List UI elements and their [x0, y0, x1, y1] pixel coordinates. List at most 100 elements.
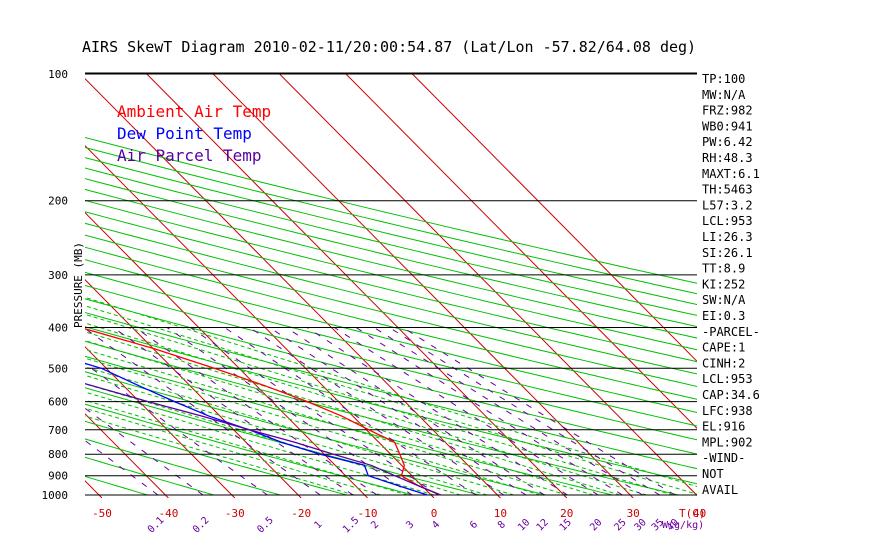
- w-unit-label: W(g/kg): [662, 520, 704, 531]
- dry-adiabat-line: [85, 222, 697, 375]
- isotherm-line: [145, 73, 568, 498]
- side-stat-label: LI:26.3: [702, 230, 753, 244]
- side-stat-label: CINH:2: [702, 356, 745, 370]
- mixing-ratio-tick-label: 1: [312, 519, 324, 531]
- side-stat-label: NOT: [702, 467, 724, 481]
- side-stat-label: EI:0.3: [702, 309, 745, 323]
- pressure-tick-label: 800: [48, 448, 68, 461]
- moist-adiabat-line: [85, 331, 621, 496]
- dry-adiabat-line: [85, 298, 697, 455]
- side-stat-label: KI:252: [702, 277, 745, 291]
- side-stat-label: FRZ:982: [702, 104, 753, 118]
- dry-adiabat-line: [85, 371, 547, 496]
- t-unit-label: T(C): [679, 507, 706, 520]
- side-stat-label: TT:8.9: [702, 262, 745, 276]
- mixing-ratio-tick-label: 3: [404, 519, 416, 531]
- pressure-tick-label: 400: [48, 321, 68, 334]
- chart-title: AIRS SkewT Diagram 2010-02-11/20:00:54.8…: [82, 38, 696, 56]
- bottom-temp-tick-label: 10: [494, 507, 507, 520]
- pressure-tick-label: 1000: [42, 489, 69, 502]
- mixing-ratio-tick-label: 2: [369, 519, 381, 531]
- side-stat-label: MPL:902: [702, 435, 753, 449]
- moist-adiabat-line: [85, 305, 697, 495]
- side-stat-label: AVAIL: [702, 483, 738, 497]
- isotherm-line: [85, 77, 501, 498]
- dry-adiabat-line: [85, 157, 697, 306]
- side-stat-label: -PARCEL-: [702, 325, 760, 339]
- dry-adiabat-line: [85, 340, 679, 496]
- dry-adiabat-line: [0, 74, 15, 495]
- moist-adiabat-line: [85, 407, 382, 496]
- dry-adiabat-line: [85, 259, 697, 413]
- legend: Ambient Air Temp Dew Point Temp Air Parcel…: [117, 102, 271, 165]
- moist-adiabat-line: [85, 399, 408, 496]
- dry-adiabat-line: [85, 355, 613, 496]
- y-axis-label: PRESSURE (MB): [72, 242, 85, 328]
- mixing-ratio-line: [85, 407, 204, 496]
- dry-adiabat-line: [85, 387, 480, 496]
- side-stat-label: LCL:953: [702, 214, 753, 228]
- isotherm-line: [344, 73, 697, 430]
- pressure-tick-label: 300: [48, 269, 68, 282]
- dry-adiabat-line: [85, 211, 697, 363]
- profile-line-air-parcel-temp: [85, 383, 441, 496]
- mixing-ratio-tick-label: 12: [535, 517, 551, 533]
- pressure-tick-label: 200: [48, 195, 68, 208]
- mixing-ratio-tick-label: 8: [496, 519, 508, 531]
- legend-entry: Ambient Air Temp: [117, 102, 271, 121]
- dry-adiabat-line: [85, 326, 697, 485]
- moist-adiabat-line: [85, 391, 435, 496]
- side-stat-label: WB0:941: [702, 119, 753, 133]
- mixing-ratio-tick-label: 20: [588, 517, 604, 533]
- side-stat-label: MAXT:6.1: [702, 167, 760, 181]
- side-stat-label: EL:916: [702, 420, 745, 434]
- side-stat-label: RH:48.3: [702, 151, 753, 165]
- dry-adiabat-line: [85, 178, 697, 328]
- dry-adiabat-line: [85, 234, 697, 387]
- bottom-temp-tick-label: 30: [627, 507, 640, 520]
- pressure-tick-label: 600: [48, 396, 68, 409]
- moist-adiabat-line: [85, 366, 514, 496]
- dry-adiabat-line: [85, 284, 697, 441]
- legend-entry: Air Parcel Temp: [117, 146, 262, 165]
- side-stat-label: SI:26.1: [702, 246, 753, 260]
- mixing-ratio-tick-label: 10: [516, 517, 532, 533]
- profile-line-dew-point-temp: [85, 362, 428, 496]
- mixing-ratio-tick-label: 0.5: [255, 515, 276, 536]
- side-stat-label: LFC:938: [702, 404, 753, 418]
- dry-adiabat-line: [85, 456, 215, 496]
- mixing-ratio-tick-label: 6: [468, 519, 480, 531]
- isotherm-line: [411, 73, 697, 363]
- profile-line-ambient-air-temp: [85, 328, 441, 496]
- bottom-temp-tick-label: -20: [291, 507, 311, 520]
- side-stat-label: -WIND-: [702, 451, 745, 465]
- dry-adiabat-line: [85, 438, 281, 496]
- isotherm-line: [278, 73, 697, 497]
- pressure-tick-label: 700: [48, 424, 68, 437]
- dry-adiabat-line: [85, 167, 697, 316]
- moist-adiabat-line: [85, 383, 461, 496]
- moist-adiabat-line: [85, 340, 594, 496]
- side-stat-label: CAPE:1: [702, 341, 745, 355]
- bottom-temp-tick-label: 40: [693, 507, 706, 520]
- mixing-ratio-tick-label: 4: [430, 519, 442, 531]
- dry-adiabat-line: [85, 420, 347, 496]
- moist-adiabat-line: [85, 313, 674, 496]
- bottom-temp-tick-label: -50: [92, 507, 112, 520]
- side-stat-label: SW:N/A: [702, 293, 746, 307]
- bottom-temp-tick-label: 0: [431, 507, 438, 520]
- dry-adiabat-line: [85, 146, 697, 295]
- isotherm-line: [85, 413, 169, 498]
- isobar-lines: [85, 72, 697, 496]
- dry-adiabat-line: [85, 246, 697, 400]
- bottom-temp-tick-label: -40: [158, 507, 178, 520]
- dry-adiabat-line: [85, 136, 697, 284]
- dry-adiabat-line: [0, 74, 81, 495]
- moist-adiabat-line: [85, 296, 697, 487]
- isotherm-line: [85, 212, 368, 498]
- side-stat-label: CAP:34.6: [702, 388, 760, 402]
- pressure-tick-label: 900: [48, 470, 68, 483]
- bottom-temp-tick-label: -30: [225, 507, 245, 520]
